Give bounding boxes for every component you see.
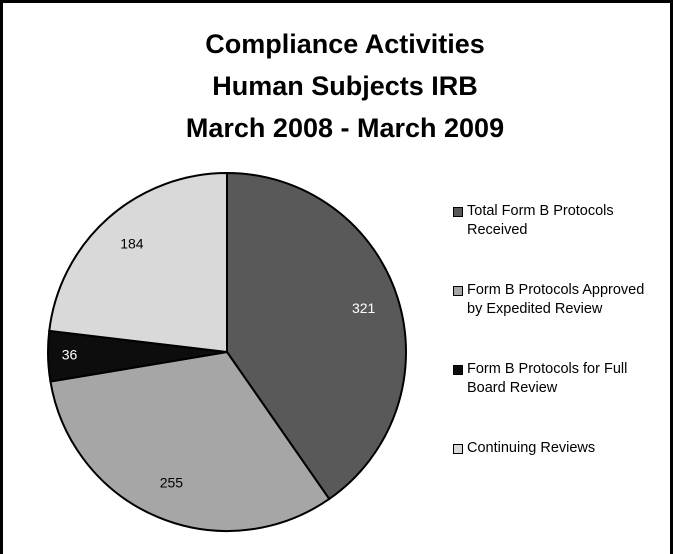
legend-item: Form B Protocols for Full Board Review bbox=[453, 360, 663, 439]
chart-title: March 2008 - March 2009 bbox=[186, 113, 504, 143]
pie-slice bbox=[226, 171, 407, 501]
legend-swatch bbox=[453, 207, 463, 217]
legend-label: Total Form B Protocols Received bbox=[467, 203, 614, 238]
legend-item: Total Form B Protocols Received bbox=[453, 202, 663, 281]
data-label: 184 bbox=[120, 236, 144, 252]
data-label: 36 bbox=[62, 346, 78, 362]
legend-swatch bbox=[453, 444, 463, 454]
legend-label: Form B Protocols Approved by Expedited R… bbox=[467, 282, 645, 317]
legend-item: Continuing Reviews bbox=[453, 439, 663, 518]
pie-slice bbox=[49, 350, 331, 532]
legend-item: Form B Protocols Approved by Expedited R… bbox=[453, 281, 663, 360]
chart-title: Compliance Activities bbox=[205, 29, 485, 59]
legend-label: Form B Protocols for Full Board Review bbox=[467, 361, 628, 396]
chart-title: Human Subjects IRB bbox=[212, 71, 478, 101]
legend: Total Form B Protocols Received Form B Pr… bbox=[453, 202, 663, 518]
legend-label: Continuing Reviews bbox=[467, 440, 596, 456]
data-label: 321 bbox=[352, 300, 376, 316]
legend-swatch bbox=[453, 365, 463, 375]
data-label: 255 bbox=[160, 475, 184, 491]
pie-slice bbox=[48, 171, 228, 354]
legend-swatch bbox=[453, 286, 463, 296]
